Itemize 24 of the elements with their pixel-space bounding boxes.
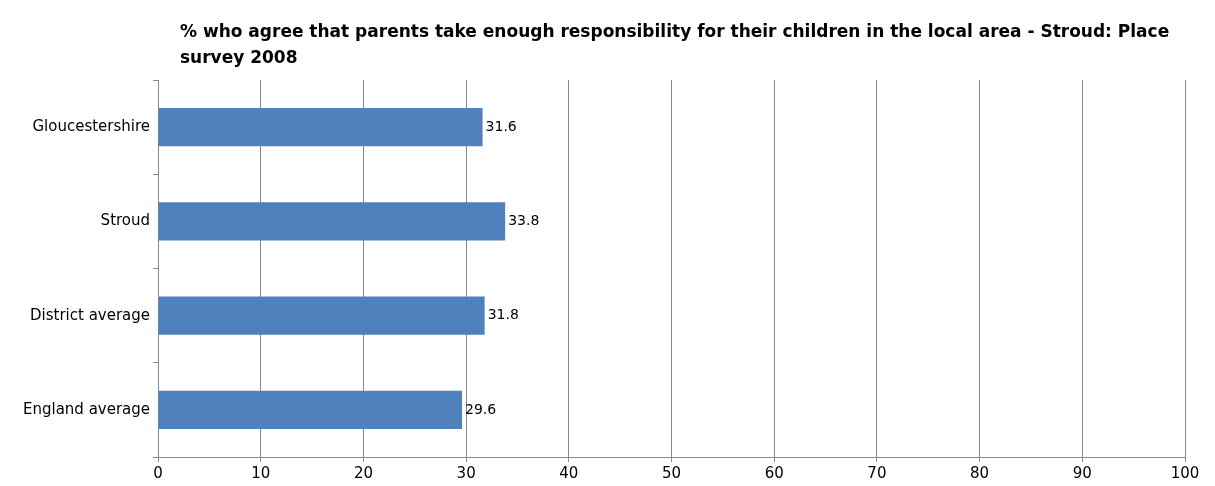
x-tick-label: 60 — [764, 463, 784, 482]
data-label: 29.6 — [465, 400, 497, 417]
y-tick-label: Gloucestershire — [32, 117, 151, 136]
x-tick-label: 0 — [153, 463, 163, 482]
x-tick-label: 70 — [867, 463, 887, 482]
bar — [158, 390, 463, 429]
x-tick-label: 20 — [353, 463, 373, 482]
bar — [158, 108, 483, 147]
x-tick-label: 10 — [251, 463, 271, 482]
bar — [158, 296, 485, 335]
chart-title: % who agree that parents take enough responsibility for their children in the local area - Stroud: Place survey 2008 — [180, 20, 1170, 69]
x-tick-label: 40 — [559, 463, 579, 482]
x-tick-label: 100 — [1170, 463, 1200, 482]
x-tick-label: 80 — [970, 463, 990, 482]
x-tick-label: 50 — [661, 463, 682, 482]
data-label: 33.8 — [508, 212, 540, 229]
x-tick-label: 90 — [1072, 463, 1092, 482]
data-label: 31.6 — [485, 117, 517, 134]
x-tick-label: 30 — [456, 463, 476, 482]
bar — [158, 202, 506, 241]
y-tick-label: England average — [22, 399, 151, 418]
data-label: 31.8 — [487, 306, 519, 323]
y-tick-label: District average — [30, 305, 151, 324]
y-tick-label: Stroud — [100, 211, 151, 230]
